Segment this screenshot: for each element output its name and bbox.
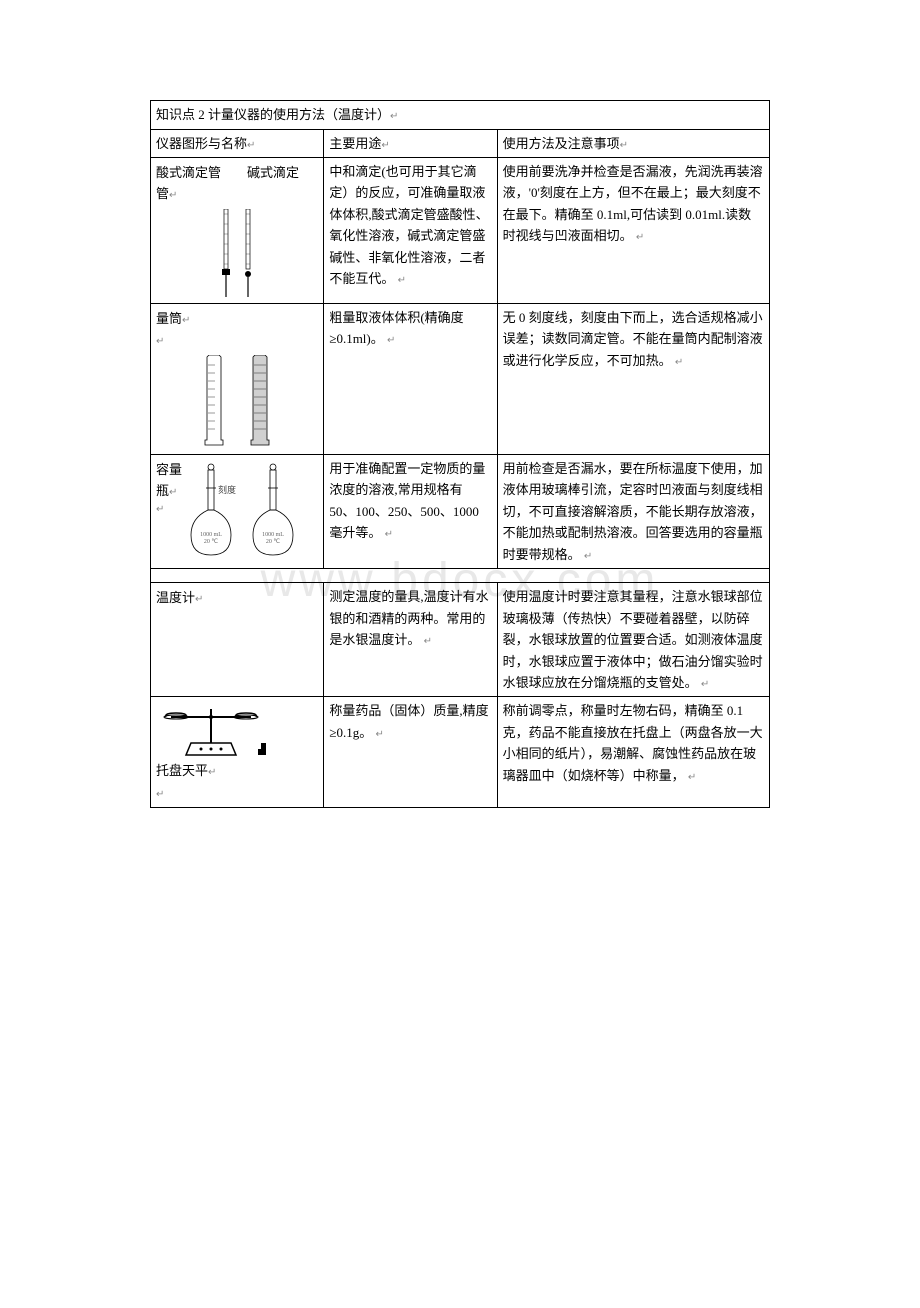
notes-cell: 使用温度计时要注意其量程，注意水银球部位玻璃极薄（传热快）不要碰着器壁，以防碎裂… <box>497 583 769 697</box>
return-mark: ↵ <box>169 487 177 498</box>
return-mark: ↵ <box>156 789 164 800</box>
document-table-wrap: 知识点 2 计量仪器的使用方法（温度计）↵ 仪器图形与名称↵ 主要用途↵ 使用方… <box>150 100 770 808</box>
table-title-row: 知识点 2 计量仪器的使用方法（温度计）↵ <box>151 101 770 130</box>
table-row: 托盘天平↵ ↵ 称量药品（固体）质量,精度≥0.1g。 ↵ 称前调零点，称量时左… <box>151 697 770 808</box>
notes-cell: 称前调零点，称量时左物右码，精确至 0.1 克，药品不能直接放在托盘上（两盘各放… <box>497 697 769 808</box>
usage-cell: 用于准确配置一定物质的量浓度的溶液,常用规格有 50、100、250、500、1… <box>324 454 497 568</box>
usage-cell: 粗量取液体体积(精确度≥0.1ml)。 ↵ <box>324 303 497 454</box>
instrument-name: 量筒 <box>156 311 182 326</box>
notes-cell: 无 0 刻度线，刻度由下而上，选合适规格减小误差；读数同滴定管。不能在量筒内配制… <box>497 303 769 454</box>
usage-text: 粗量取液体体积(精确度≥0.1ml)。 <box>329 310 463 346</box>
table-row: 酸式滴定管 碱式滴定 管↵ <box>151 158 770 304</box>
flask-label: 20 ℃ <box>204 539 219 545</box>
instrument-name: 托盘天平 <box>156 763 208 778</box>
usage-text: 用于准确配置一定物质的量浓度的溶液,常用规格有 50、100、250、500、1… <box>329 461 485 540</box>
table-row: 量筒↵ ↵ <box>151 303 770 454</box>
return-mark: ↵ <box>584 551 592 562</box>
notes-text: 用前检查是否漏水，要在所标温度下使用，加液体用玻璃棒引流，定容时凹液面与刻度线相… <box>503 461 763 562</box>
flask-label: 20 ℃ <box>266 539 281 545</box>
usage-text: 中和滴定(也可用于其它滴定）的反应，可准确量取液体体积,酸式滴定管盛酸性、氧化性… <box>329 164 488 286</box>
table-title: 知识点 2 计量仪器的使用方法（温度计）↵ <box>151 101 770 130</box>
usage-cell: 中和滴定(也可用于其它滴定）的反应，可准确量取液体体积,酸式滴定管盛酸性、氧化性… <box>324 158 497 304</box>
notes-text: 无 0 刻度线，刻度由下而上，选合适规格减小误差；读数同滴定管。不能在量筒内配制… <box>503 310 763 368</box>
header-text: 主要用途 <box>329 136 381 151</box>
return-mark: ↵ <box>247 140 255 151</box>
notes-text: 使用温度计时要注意其量程，注意水银球部位玻璃极薄（传热快）不要碰着器壁，以防碎裂… <box>503 589 763 690</box>
return-mark: ↵ <box>156 336 164 347</box>
notes-cell: 用前检查是否漏水，要在所标温度下使用，加液体用玻璃棒引流，定容时凹液面与刻度线相… <box>497 454 769 568</box>
burette-icon <box>156 209 318 299</box>
return-mark: ↵ <box>169 190 177 201</box>
return-mark: ↵ <box>156 502 182 519</box>
return-mark: ↵ <box>375 729 383 740</box>
gap-row <box>151 569 770 583</box>
title-text: 知识点 2 计量仪器的使用方法（温度计） <box>156 107 390 122</box>
header-col1: 仪器图形与名称↵ <box>151 129 324 158</box>
instrument-name: 瓶 <box>156 483 169 498</box>
notes-cell: 使用前要洗净并检查是否漏液，先润洗再装溶液，'0'刻度在上方，但不在最上；最大刻… <box>497 158 769 304</box>
usage-cell: 测定温度的量具,温度计有水银的和酒精的两种。常用的是水银温度计。 ↵ <box>324 583 497 697</box>
return-mark: ↵ <box>385 529 393 540</box>
flask-mark-label: 刻度 <box>218 483 236 498</box>
return-mark: ↵ <box>424 636 432 647</box>
return-mark: ↵ <box>182 315 190 326</box>
instrument-name: 温度计 <box>156 590 195 605</box>
instrument-name: 容量 <box>156 459 182 480</box>
instrument-name-cell: 量筒↵ ↵ <box>151 303 324 454</box>
instrument-name-cell: 容量 瓶↵ ↵ 1000 mL 20 ℃ 刻度 <box>151 454 324 568</box>
return-mark: ↵ <box>620 140 628 151</box>
flask-label: 1000 mL <box>262 532 284 538</box>
balance-icon <box>156 705 318 760</box>
table-header-row: 仪器图形与名称↵ 主要用途↵ 使用方法及注意事项↵ <box>151 129 770 158</box>
usage-cell: 称量药品（固体）质量,精度≥0.1g。 ↵ <box>324 697 497 808</box>
instrument-name: 酸式滴定管 碱式滴定 <box>156 165 299 180</box>
return-mark: ↵ <box>636 232 644 243</box>
header-col2: 主要用途↵ <box>324 129 497 158</box>
volumetric-flask-icon: 1000 mL 20 ℃ 刻度 1000 mL 20 ℃ <box>186 463 298 558</box>
return-mark: ↵ <box>688 772 696 783</box>
return-mark: ↵ <box>701 679 709 690</box>
instrument-name-cell: 温度计↵ <box>151 583 324 697</box>
header-text: 仪器图形与名称 <box>156 136 247 151</box>
cylinder-icon <box>156 355 318 450</box>
return-mark: ↵ <box>381 140 389 151</box>
instrument-name-cell: 托盘天平↵ ↵ <box>151 697 324 808</box>
header-col3: 使用方法及注意事项↵ <box>497 129 769 158</box>
table-row: 容量 瓶↵ ↵ 1000 mL 20 ℃ 刻度 <box>151 454 770 568</box>
usage-text: 称量药品（固体）质量,精度≥0.1g。 <box>329 703 488 739</box>
return-mark: ↵ <box>195 594 203 605</box>
usage-text: 测定温度的量具,温度计有水银的和酒精的两种。常用的是水银温度计。 <box>329 589 488 647</box>
notes-text: 称前调零点，称量时左物右码，精确至 0.1 克，药品不能直接放在托盘上（两盘各放… <box>503 703 763 782</box>
instrument-name-cell: 酸式滴定管 碱式滴定 管↵ <box>151 158 324 304</box>
return-mark: ↵ <box>387 335 395 346</box>
return-mark: ↵ <box>208 767 216 778</box>
instrument-table: 知识点 2 计量仪器的使用方法（温度计）↵ 仪器图形与名称↵ 主要用途↵ 使用方… <box>150 100 770 808</box>
return-mark: ↵ <box>675 357 683 368</box>
return-mark: ↵ <box>390 111 398 122</box>
flask-label: 1000 mL <box>200 532 222 538</box>
return-mark: ↵ <box>398 275 406 286</box>
instrument-name: 管 <box>156 186 169 201</box>
table-row: 温度计↵ 测定温度的量具,温度计有水银的和酒精的两种。常用的是水银温度计。 ↵ … <box>151 583 770 697</box>
notes-text: 使用前要洗净并检查是否漏液，先润洗再装溶液，'0'刻度在上方，但不在最上；最大刻… <box>503 164 763 243</box>
header-text: 使用方法及注意事项 <box>503 136 620 151</box>
